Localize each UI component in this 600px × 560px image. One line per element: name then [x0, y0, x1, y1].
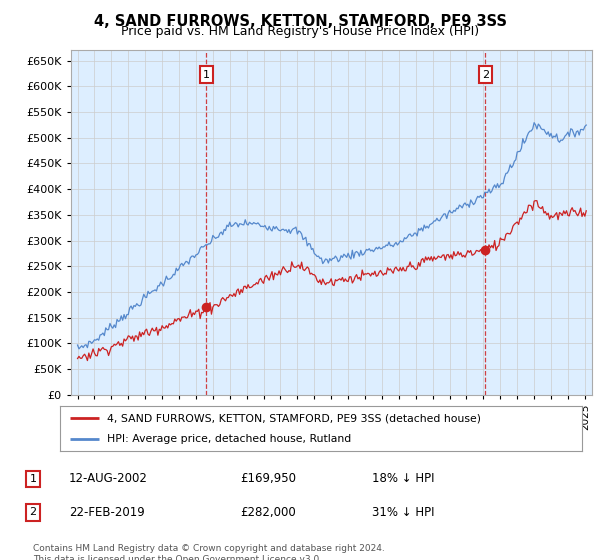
Text: 12-AUG-2002: 12-AUG-2002 [69, 472, 148, 486]
Text: 4, SAND FURROWS, KETTON, STAMFORD, PE9 3SS (detached house): 4, SAND FURROWS, KETTON, STAMFORD, PE9 3… [107, 413, 481, 423]
Text: 18% ↓ HPI: 18% ↓ HPI [372, 472, 434, 486]
Text: 22-FEB-2019: 22-FEB-2019 [69, 506, 145, 519]
Text: Contains HM Land Registry data © Crown copyright and database right 2024.
This d: Contains HM Land Registry data © Crown c… [33, 544, 385, 560]
Text: HPI: Average price, detached house, Rutland: HPI: Average price, detached house, Rutl… [107, 433, 351, 444]
Text: 2: 2 [29, 507, 37, 517]
Text: £169,950: £169,950 [240, 472, 296, 486]
Text: 2: 2 [482, 69, 489, 80]
Text: 1: 1 [203, 69, 210, 80]
Text: 4, SAND FURROWS, KETTON, STAMFORD, PE9 3SS: 4, SAND FURROWS, KETTON, STAMFORD, PE9 3… [94, 14, 506, 29]
Text: £282,000: £282,000 [240, 506, 296, 519]
Text: Price paid vs. HM Land Registry's House Price Index (HPI): Price paid vs. HM Land Registry's House … [121, 25, 479, 38]
Text: 31% ↓ HPI: 31% ↓ HPI [372, 506, 434, 519]
Text: 1: 1 [29, 474, 37, 484]
